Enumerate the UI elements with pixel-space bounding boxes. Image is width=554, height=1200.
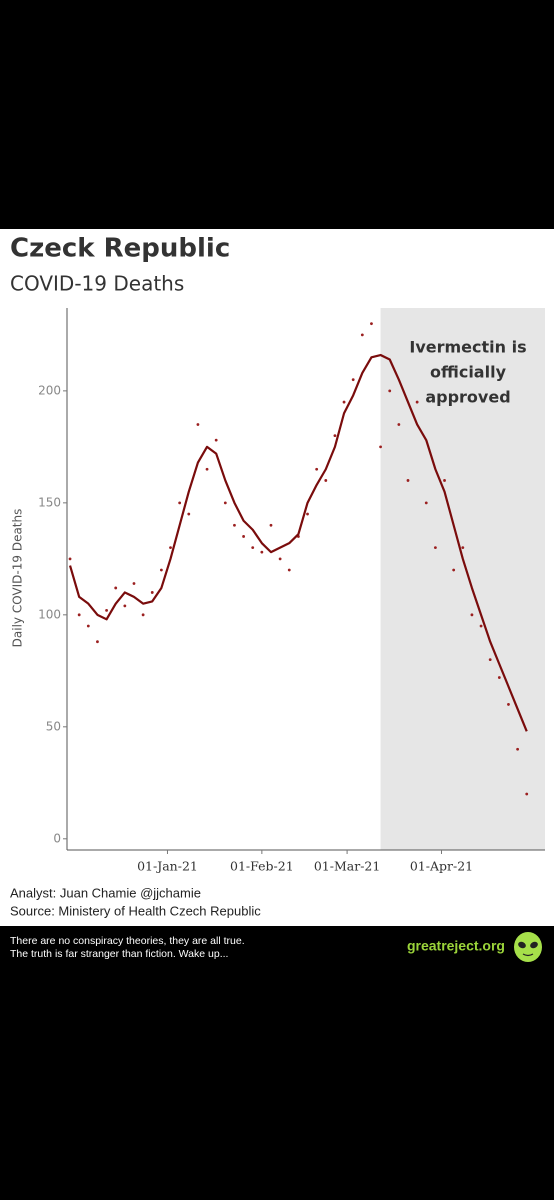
daily-point <box>333 434 337 438</box>
x-tick-label: 01-Mar-21 <box>314 859 381 874</box>
daily-point <box>123 604 127 608</box>
trend-line <box>68 353 528 732</box>
y-tick-label: 0 <box>53 831 61 845</box>
daily-point <box>497 676 501 679</box>
footer-line: There are no conspiracy theories, they a… <box>10 935 245 947</box>
source: Source: Ministery of Health Czech Republ… <box>10 903 261 918</box>
daily-point <box>68 557 72 561</box>
daily-point <box>242 535 245 538</box>
footer-line: The truth is far stranger than fiction. … <box>10 948 228 960</box>
analyst: Analyst: Juan Chamie @jjchamie <box>10 885 201 900</box>
daily-point <box>415 400 419 404</box>
daily-point <box>525 792 529 796</box>
annotation: Ivermectin is <box>409 338 526 357</box>
daily-point <box>269 523 273 527</box>
daily-point <box>306 512 309 516</box>
daily-point <box>223 501 227 505</box>
plot: Ivermectin is officially approved 0 50 100 150… <box>38 308 545 874</box>
daily-point <box>205 467 209 471</box>
daily-point <box>169 546 172 550</box>
daily-point <box>406 479 410 482</box>
daily-point <box>77 613 81 617</box>
x-tick-label: 01-Jan-21 <box>137 859 198 874</box>
chart-subtitle: COVID-19 Deaths <box>10 272 184 296</box>
daily-point <box>96 640 99 644</box>
daily-point <box>150 591 154 594</box>
daily-point <box>178 501 182 505</box>
y-tick-label: 200 <box>38 383 61 397</box>
daily-point <box>342 400 346 404</box>
daily-point <box>397 423 401 426</box>
alien-icon <box>514 932 542 962</box>
annotation: officially <box>430 363 507 382</box>
daily-point <box>470 613 474 617</box>
daily-point <box>479 624 483 628</box>
daily-point <box>507 703 510 706</box>
daily-point <box>114 586 118 590</box>
x-tick-label: 01-Apr-21 <box>410 859 473 874</box>
daily-point <box>424 501 428 505</box>
daily-point <box>324 479 328 482</box>
annotation: approved <box>425 388 510 407</box>
daily-point <box>379 445 382 449</box>
chart-title: Czeck Republic <box>10 234 230 264</box>
y-axis-label: Daily COVID-19 Deaths <box>11 509 25 648</box>
y-tick-label: 100 <box>38 607 61 621</box>
y-tick-label: 50 <box>46 719 61 733</box>
daily-point <box>105 608 108 612</box>
daily-point <box>141 613 145 617</box>
daily-point <box>159 568 163 572</box>
daily-point <box>260 550 264 554</box>
daily-point <box>443 479 446 482</box>
daily-point <box>214 438 218 442</box>
daily-point <box>86 624 90 628</box>
daily-point <box>461 546 465 550</box>
daily-point <box>452 568 456 572</box>
daily-point <box>278 557 282 561</box>
daily-point <box>287 568 291 572</box>
daily-point <box>488 658 492 662</box>
daily-point <box>388 389 392 393</box>
daily-point <box>360 333 364 337</box>
daily-point <box>370 322 373 326</box>
daily-point <box>315 467 319 471</box>
daily-point <box>187 512 191 516</box>
x-tick-label: 01-Feb-21 <box>230 859 294 874</box>
site-name: greatreject.org <box>407 938 505 954</box>
daily-point <box>196 423 200 426</box>
daily-point <box>351 378 355 382</box>
daily-point <box>251 546 255 550</box>
daily-point <box>516 747 519 751</box>
shaded-period <box>380 308 545 850</box>
daily-point <box>233 523 236 527</box>
y-tick-label: 150 <box>38 495 61 509</box>
daily-point <box>433 546 437 550</box>
daily-point <box>132 582 136 585</box>
